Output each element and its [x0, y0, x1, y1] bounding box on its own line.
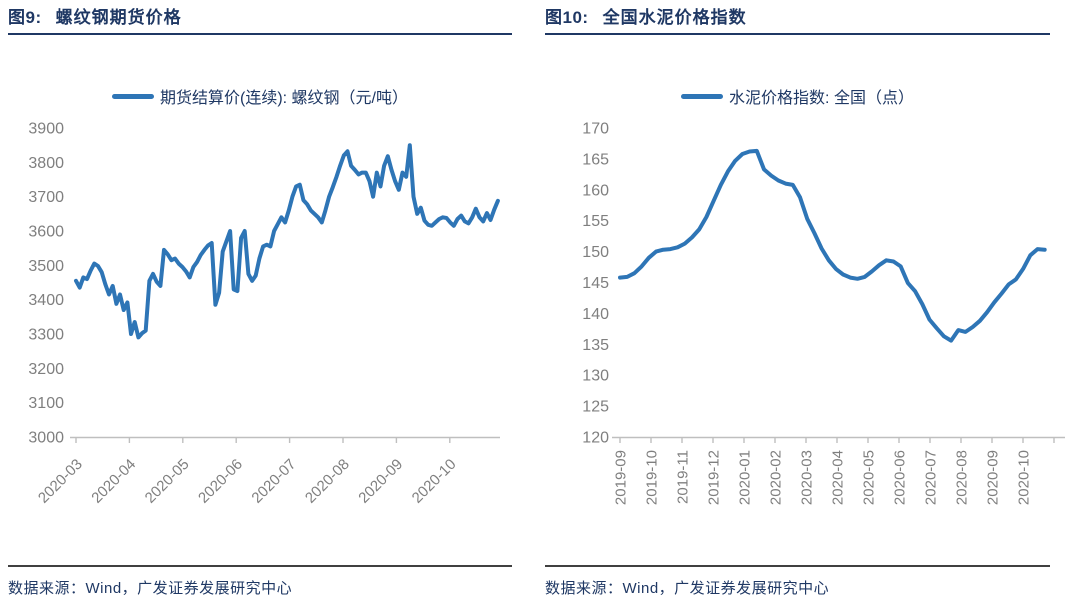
y-tick-label: 3100 — [28, 395, 64, 412]
rebar-futures-line — [74, 143, 500, 340]
x-tick-label: 2019-11 — [675, 450, 692, 504]
y-tick-label: 125 — [582, 399, 609, 416]
x-tick-label: 2020-08 — [302, 456, 353, 507]
legend-line-swatch — [681, 93, 724, 99]
y-tick-label: 170 — [582, 121, 609, 138]
x-tick-label: 2020-07 — [248, 456, 299, 507]
x-tick-label: 2020-09 — [985, 450, 1002, 505]
x-tick-label: 2020-04 — [830, 450, 847, 505]
x-tick-label: 2019-12 — [706, 450, 723, 505]
x-tick-label: 2020-03 — [799, 450, 816, 505]
figure-number: 图9: — [8, 8, 42, 27]
figure-9-header: 图9: 螺纹钢期货价格 — [8, 0, 512, 35]
legend-label: 期货结算价(连续): 螺纹钢（元/吨） — [160, 90, 408, 107]
figure-9-panel: 图9: 螺纹钢期货价格 期货结算价(连续): 螺纹钢（元/吨） 3000 3100… — [8, 0, 512, 611]
figure-title: 全国水泥价格指数 — [602, 8, 747, 27]
legend: 期货结算价(连续): 螺纹钢（元/吨） — [8, 84, 512, 108]
y-tick-label: 135 — [582, 337, 609, 354]
x-tick-label: 2020-06 — [892, 450, 909, 505]
y-tick-label: 3700 — [28, 189, 64, 206]
source-divider — [545, 565, 1050, 567]
y-tick-label: 150 — [582, 244, 609, 261]
data-source: 数据来源：Wind，广发证券发展研究中心 — [8, 580, 293, 597]
x-tick-label: 2020-07 — [923, 450, 940, 505]
y-tick-label: 165 — [582, 151, 609, 168]
figure-10-panel: 图10: 全国水泥价格指数 水泥价格指数: 全国（点） 120 125 130 135… — [545, 0, 1065, 611]
y-tick-label: 130 — [582, 368, 609, 385]
legend: 水泥价格指数: 全国（点） — [545, 84, 1050, 108]
y-tick-label: 3200 — [28, 361, 64, 378]
source-divider — [8, 565, 512, 567]
data-source: 数据来源：Wind，广发证券发展研究中心 — [545, 580, 830, 597]
figure-10-header: 图10: 全国水泥价格指数 — [545, 0, 1050, 35]
y-tick-label: 3300 — [28, 327, 64, 344]
legend-line-swatch — [112, 93, 154, 99]
x-tick-label: 2019-10 — [644, 450, 661, 505]
x-tick-label: 2020-05 — [142, 456, 193, 507]
legend-label: 水泥价格指数: 全国（点） — [729, 90, 914, 107]
y-tick-label: 145 — [582, 275, 609, 292]
y-tick-label: 120 — [582, 430, 609, 447]
x-tick-label: 2020-04 — [88, 456, 139, 507]
y-tick-label: 3400 — [28, 292, 64, 309]
x-tick-label: 2020-10 — [1016, 450, 1033, 505]
x-tick-label: 2020-09 — [355, 456, 406, 507]
x-tick-label: 2020-06 — [195, 456, 246, 507]
y-tick-label: 3000 — [28, 430, 64, 447]
x-tick-label: 2020-10 — [409, 456, 460, 507]
figure-title: 螺纹钢期货价格 — [55, 8, 182, 27]
y-tick-label: 3900 — [28, 121, 64, 138]
x-tick-label: 2019-09 — [613, 450, 630, 505]
x-tick-label: 2020-02 — [768, 450, 785, 505]
y-tick-label: 140 — [582, 306, 609, 323]
x-tick-label: 2020-05 — [861, 450, 878, 505]
y-tick-label: 160 — [582, 182, 609, 199]
cement-index-line — [618, 148, 1047, 343]
figure-number: 图10: — [545, 8, 589, 27]
x-tick-label: 2020-01 — [737, 450, 754, 505]
y-tick-label: 155 — [582, 213, 609, 230]
y-tick-label: 3500 — [28, 258, 64, 275]
y-tick-label: 3600 — [28, 224, 64, 241]
y-tick-label: 3800 — [28, 155, 64, 172]
x-tick-label: 2020-03 — [35, 456, 86, 507]
x-tick-label: 2020-08 — [954, 450, 971, 505]
